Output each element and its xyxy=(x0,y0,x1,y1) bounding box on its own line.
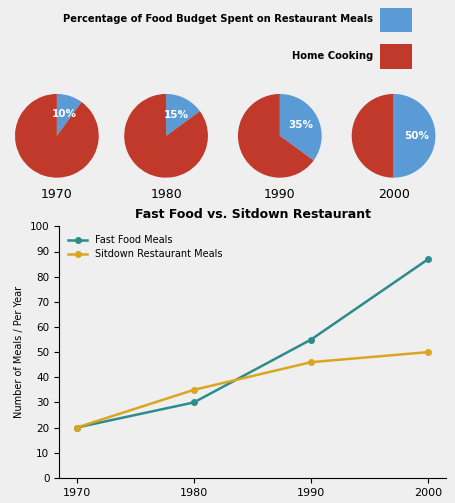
Text: Home Cooking: Home Cooking xyxy=(292,51,373,61)
Fast Food Meals xyxy=(308,337,314,343)
Wedge shape xyxy=(238,94,313,178)
Text: 1980: 1980 xyxy=(150,188,182,201)
Wedge shape xyxy=(166,94,200,136)
Wedge shape xyxy=(394,94,435,178)
Legend: Fast Food Meals, Sitdown Restaurant Meals: Fast Food Meals, Sitdown Restaurant Meal… xyxy=(64,231,227,263)
Line: Sitdown Restaurant Meals: Sitdown Restaurant Meals xyxy=(74,349,431,431)
Text: 15%: 15% xyxy=(164,110,189,120)
Wedge shape xyxy=(57,94,81,136)
Sitdown Restaurant Meals xyxy=(191,387,197,393)
Sitdown Restaurant Meals xyxy=(308,359,314,365)
Wedge shape xyxy=(352,94,394,178)
FancyBboxPatch shape xyxy=(380,8,412,33)
Wedge shape xyxy=(124,94,208,178)
Text: 2000: 2000 xyxy=(378,188,410,201)
Fast Food Meals xyxy=(425,256,431,262)
Text: 10%: 10% xyxy=(51,109,76,119)
Title: Fast Food vs. Sitdown Restaurant: Fast Food vs. Sitdown Restaurant xyxy=(135,208,370,221)
Y-axis label: Number of Meals / Per Year: Number of Meals / Per Year xyxy=(14,286,24,418)
Text: 1970: 1970 xyxy=(41,188,73,201)
Sitdown Restaurant Meals xyxy=(425,349,431,355)
Wedge shape xyxy=(280,94,322,160)
Text: 50%: 50% xyxy=(404,131,429,141)
Text: 1990: 1990 xyxy=(264,188,296,201)
Line: Fast Food Meals: Fast Food Meals xyxy=(74,256,431,431)
Text: Percentage of Food Budget Spent on Restaurant Meals: Percentage of Food Budget Spent on Resta… xyxy=(63,15,373,25)
Text: 35%: 35% xyxy=(288,120,313,130)
Sitdown Restaurant Meals xyxy=(74,425,80,431)
Fast Food Meals xyxy=(74,425,80,431)
FancyBboxPatch shape xyxy=(380,44,412,69)
Fast Food Meals xyxy=(191,399,197,405)
Wedge shape xyxy=(15,94,99,178)
